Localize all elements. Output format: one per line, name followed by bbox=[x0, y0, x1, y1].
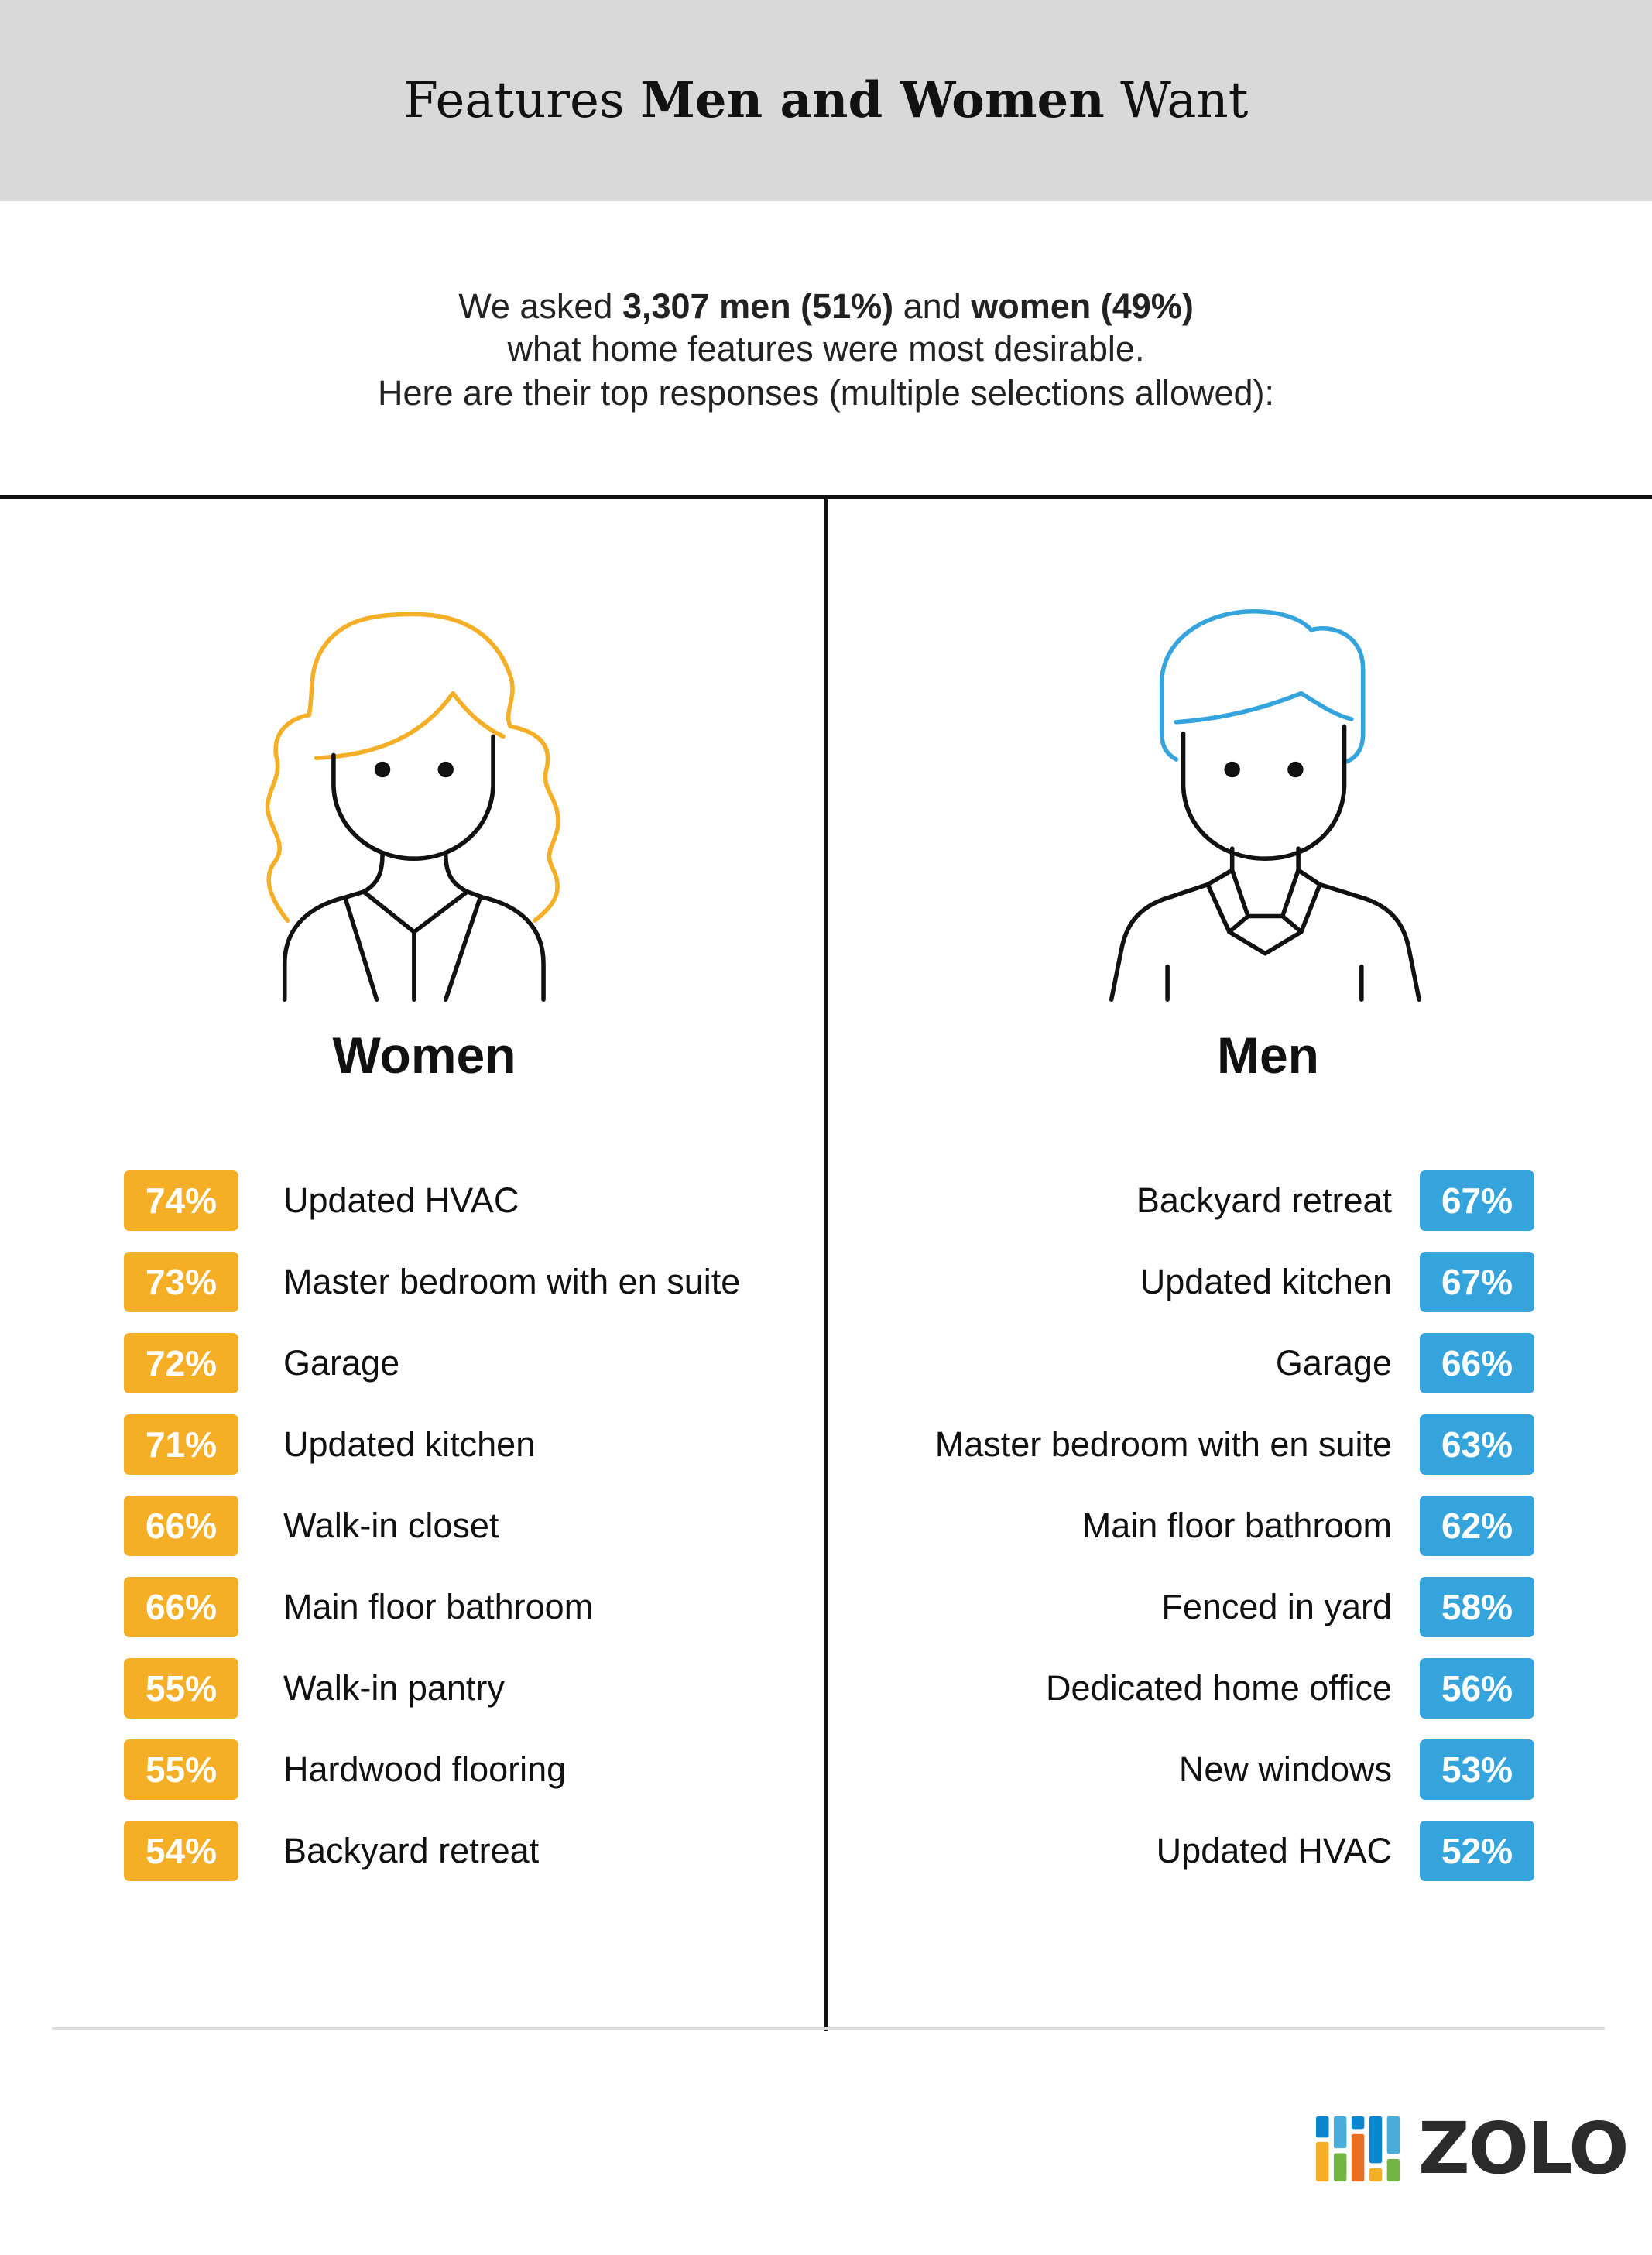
women-feature-row: 55% Walk-in pantry bbox=[124, 1658, 505, 1719]
women-feature-row: 66% Walk-in closet bbox=[124, 1496, 499, 1556]
women-feature-row: 74% Updated HVAC bbox=[124, 1170, 519, 1231]
women-feature-row: 73% Master bedroom with en suite bbox=[124, 1252, 740, 1312]
men-feature-row: Master bedroom with en suite 63% bbox=[935, 1414, 1534, 1475]
men-feature-row: Updated HVAC 52% bbox=[1157, 1821, 1534, 1881]
feature-label: Updated kitchen bbox=[1140, 1262, 1392, 1301]
zolo-logo-text: ZOLO bbox=[1418, 2107, 1629, 2190]
percent-badge: 72% bbox=[124, 1333, 238, 1393]
divider-horizontal bbox=[0, 495, 1652, 499]
zolo-logo: ZOLO bbox=[1316, 2107, 1629, 2190]
women-feature-row: 54% Backyard retreat bbox=[124, 1821, 539, 1881]
percent-badge: 73% bbox=[124, 1252, 238, 1312]
women-feature-row: 66% Main floor bathroom bbox=[124, 1577, 593, 1637]
men-feature-row: Dedicated home office 56% bbox=[1046, 1658, 1534, 1719]
intro-line-3: Here are their top responses (multiple s… bbox=[377, 373, 1275, 413]
percent-badge: 71% bbox=[124, 1414, 238, 1475]
percent-badge: 67% bbox=[1420, 1170, 1534, 1231]
feature-label: Walk-in pantry bbox=[283, 1668, 505, 1708]
percent-badge: 62% bbox=[1420, 1496, 1534, 1556]
percent-badge: 66% bbox=[124, 1496, 238, 1556]
feature-label: Backyard retreat bbox=[1136, 1181, 1392, 1220]
feature-label: Updated HVAC bbox=[283, 1181, 519, 1220]
feature-label: New windows bbox=[1178, 1750, 1392, 1789]
feature-label: Main floor bathroom bbox=[283, 1587, 594, 1626]
feature-label: Walk-in closet bbox=[283, 1506, 499, 1545]
percent-badge: 54% bbox=[124, 1821, 238, 1881]
men-feature-row: Garage 66% bbox=[1276, 1333, 1534, 1393]
women-feature-row: 55% Hardwood flooring bbox=[124, 1739, 566, 1800]
women-heading: Women bbox=[332, 1026, 516, 1084]
percent-badge: 66% bbox=[124, 1577, 238, 1637]
men-feature-row: Backyard retreat 67% bbox=[1136, 1170, 1534, 1231]
percent-badge: 74% bbox=[124, 1170, 238, 1231]
feature-label: Dedicated home office bbox=[1046, 1668, 1392, 1708]
intro-line-2: what home features were most desirable. bbox=[507, 329, 1145, 368]
page-title: Features Men and Women Want bbox=[403, 71, 1249, 129]
percent-badge: 58% bbox=[1420, 1577, 1534, 1637]
divider-vertical bbox=[824, 498, 828, 2031]
percent-badge: 55% bbox=[124, 1658, 238, 1719]
men-heading: Men bbox=[1217, 1026, 1319, 1084]
feature-label: Hardwood flooring bbox=[283, 1750, 567, 1789]
feature-label: Backyard retreat bbox=[283, 1831, 540, 1870]
header-banner bbox=[0, 0, 1652, 201]
divider-bottom bbox=[52, 2027, 1605, 2030]
feature-label: Master bedroom with en suite bbox=[283, 1262, 741, 1301]
percent-badge: 55% bbox=[124, 1739, 238, 1800]
feature-label: Fenced in yard bbox=[1161, 1587, 1392, 1626]
feature-label: Updated kitchen bbox=[283, 1424, 536, 1464]
feature-label: Main floor bathroom bbox=[1081, 1506, 1392, 1545]
percent-badge: 56% bbox=[1420, 1658, 1534, 1719]
man-avatar-icon bbox=[1109, 608, 1421, 1002]
percent-badge: 63% bbox=[1420, 1414, 1534, 1475]
feature-label: Updated HVAC bbox=[1156, 1831, 1392, 1870]
men-feature-row: Fenced in yard 58% bbox=[1161, 1577, 1534, 1637]
percent-badge: 66% bbox=[1420, 1333, 1534, 1393]
women-feature-row: 72% Garage bbox=[124, 1333, 399, 1393]
feature-label: Master bedroom with en suite bbox=[934, 1424, 1392, 1464]
intro-line-1: We asked 3,307 men (51%) and women (49%) bbox=[458, 286, 1194, 326]
men-feature-row: Main floor bathroom 62% bbox=[1082, 1496, 1534, 1556]
percent-badge: 53% bbox=[1420, 1739, 1534, 1800]
women-feature-row: 71% Updated kitchen bbox=[124, 1414, 535, 1475]
woman-avatar-icon bbox=[265, 612, 560, 1002]
zolo-logo-mark-icon bbox=[1316, 2116, 1400, 2181]
percent-badge: 67% bbox=[1420, 1252, 1534, 1312]
men-feature-row: New windows 53% bbox=[1179, 1739, 1534, 1800]
men-feature-row: Updated kitchen 67% bbox=[1140, 1252, 1534, 1312]
feature-label: Garage bbox=[1275, 1343, 1392, 1383]
feature-label: Garage bbox=[283, 1343, 400, 1383]
percent-badge: 52% bbox=[1420, 1821, 1534, 1881]
